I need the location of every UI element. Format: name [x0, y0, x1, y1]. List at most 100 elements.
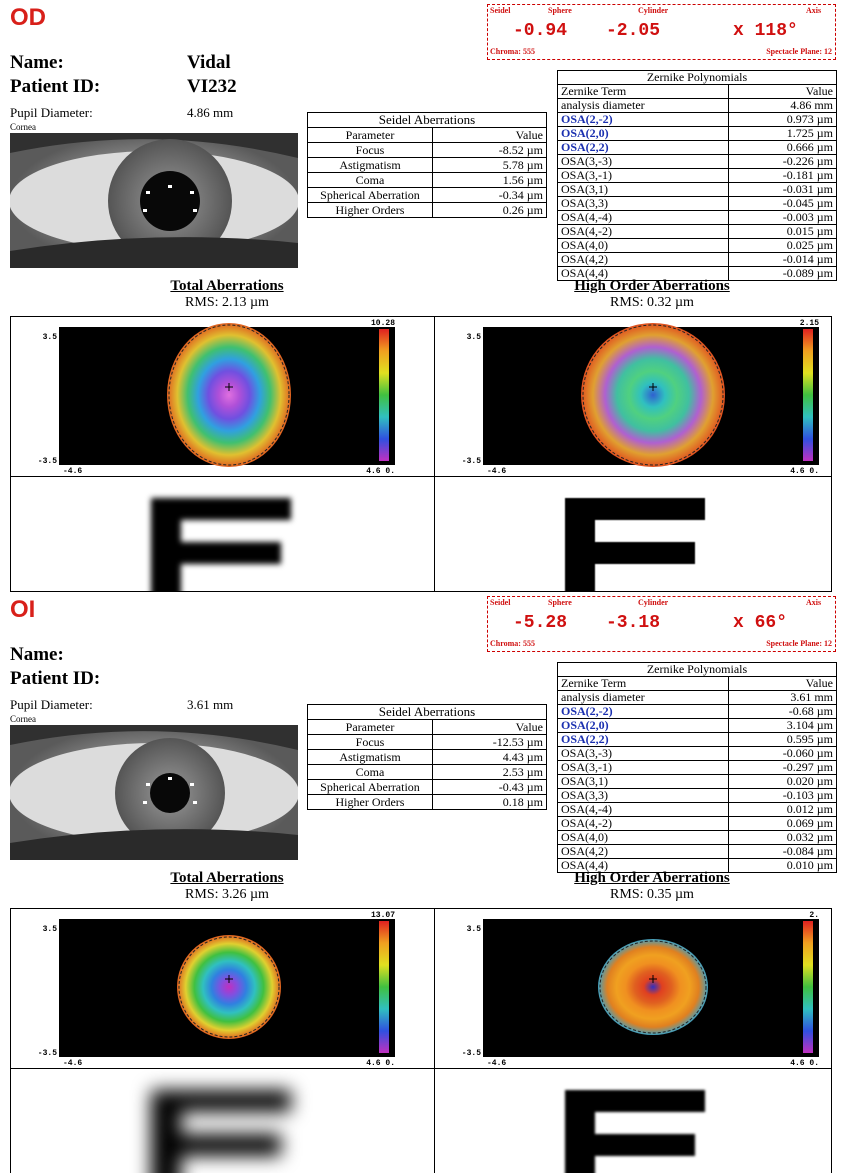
seidel-parameter: Focus — [308, 735, 433, 750]
panel-divider — [10, 1068, 832, 1069]
refraction-label: Axis — [806, 598, 821, 607]
table-row: Higher Orders0.18 µm — [308, 795, 547, 810]
table-header: Value — [433, 720, 547, 735]
zernike-term: OSA(4,-4) — [558, 803, 729, 817]
zernike-term: OSA(3,1) — [558, 183, 729, 197]
refraction-label: Seidel — [490, 598, 510, 607]
letter-e — [151, 498, 291, 591]
table-header: Value — [433, 128, 547, 143]
table-row: Coma2.53 µm — [308, 765, 547, 780]
simulated-e — [435, 478, 842, 591]
table-row: OSA(2,-2)-0.68 µm — [558, 705, 837, 719]
table-row: OSA(3,-3)-0.226 µm — [558, 155, 837, 169]
aberration-blob — [598, 939, 708, 1035]
table-row: Zernike Polynomials — [558, 663, 837, 677]
table-row: Higher Orders0.26 µm — [308, 203, 547, 218]
y-top-label: 3.5 — [43, 925, 58, 934]
reflection — [143, 209, 147, 212]
zernike-term: OSA(2,0) — [558, 719, 729, 733]
seidel-parameter: Focus — [308, 143, 433, 158]
zernike-term: analysis diameter — [558, 99, 729, 113]
table-header: Zernike Term — [558, 85, 729, 99]
table-row: OSA(3,-1)-0.181 µm — [558, 169, 837, 183]
zernike-term: OSA(3,-3) — [558, 155, 729, 169]
seidel-value: -0.34 µm — [433, 188, 547, 203]
seidel-parameter: Spherical Aberration — [308, 780, 433, 795]
y-bottom-label: -3.5 — [462, 457, 481, 466]
chroma-label: Chroma: 555 — [490, 639, 535, 648]
patient-id-label: Patient ID: — [10, 668, 100, 690]
panel-divider — [10, 476, 832, 477]
zernike-term: OSA(4,-4) — [558, 211, 729, 225]
refraction-label: Axis — [806, 6, 821, 15]
refraction-value: -2.05 — [606, 21, 660, 41]
seidel-parameter: Astigmatism — [308, 158, 433, 173]
simulated-e — [11, 478, 433, 591]
simulated-e — [435, 1070, 842, 1173]
x-right-label: 4.6 0. — [366, 467, 395, 475]
eye-label: OD — [10, 4, 46, 32]
seidel-parameter: Spherical Aberration — [308, 188, 433, 203]
map-title: High Order Aberrations — [502, 278, 802, 295]
reflection — [146, 191, 150, 194]
e-bar — [565, 498, 705, 520]
map-rms: RMS: 0.32 µm — [502, 295, 802, 311]
pupil-label: Pupil Diameter: — [10, 105, 93, 121]
map-title: High Order Aberrations — [502, 870, 802, 887]
photo-label: Cornea — [10, 122, 36, 132]
name-label: Name: — [10, 644, 64, 666]
reflection — [168, 777, 172, 780]
name-label: Name: — [10, 52, 64, 74]
seidel-parameter: Higher Orders — [308, 203, 433, 218]
table-row: Focus-12.53 µm — [308, 735, 547, 750]
table-row: OSA(4,-2)0.069 µm — [558, 817, 837, 831]
table-title: Seidel Aberrations — [308, 705, 547, 720]
zernike-value: 0.020 µm — [728, 775, 836, 789]
zernike-value: -0.68 µm — [728, 705, 836, 719]
reflection — [143, 801, 147, 804]
zernike-term: OSA(4,2) — [558, 845, 729, 859]
table-title: Zernike Polynomials — [558, 663, 837, 677]
letter-e — [565, 1090, 705, 1173]
table-row: OSA(3,1)0.020 µm — [558, 775, 837, 789]
patient-name: Vidal — [187, 52, 231, 74]
refraction-label: Sphere — [548, 598, 572, 607]
map-rms: RMS: 2.13 µm — [77, 295, 377, 311]
zernike-term: OSA(3,-1) — [558, 169, 729, 183]
zernike-term: analysis diameter — [558, 691, 729, 705]
letter-e — [151, 1090, 291, 1173]
refraction-value: -5.28 — [513, 613, 567, 633]
zernike-value: -0.060 µm — [728, 747, 836, 761]
zernike-term: OSA(3,3) — [558, 789, 729, 803]
patient-id-label: Patient ID: — [10, 76, 100, 98]
table-row: OSA(2,2)0.595 µm — [558, 733, 837, 747]
x-right-label: 4.6 0. — [790, 467, 819, 475]
x-right-label: 4.6 0. — [790, 1059, 819, 1067]
colorbar — [803, 921, 813, 1053]
table-row: OSA(2,2)0.666 µm — [558, 141, 837, 155]
e-bar — [565, 542, 695, 564]
colorbar — [379, 329, 389, 461]
table-row: OSA(4,0)0.032 µm — [558, 831, 837, 845]
simulated-e — [11, 1070, 433, 1173]
table-row: OSA(3,3)-0.045 µm — [558, 197, 837, 211]
zernike-value: 0.015 µm — [728, 225, 836, 239]
x-left-label: -4.6 — [63, 467, 82, 475]
y-top-label: 3.5 — [43, 333, 58, 342]
pupil-diameter: 4.86 mm — [187, 105, 233, 121]
zernike-term: OSA(2,-2) — [558, 113, 729, 127]
table-row: OSA(4,-2)0.015 µm — [558, 225, 837, 239]
table-header: Zernike Term — [558, 677, 729, 691]
reflection — [193, 801, 197, 804]
zernike-table: Zernike PolynomialsZernike TermValueanal… — [557, 70, 837, 281]
table-row: OSA(2,0)3.104 µm — [558, 719, 837, 733]
zernike-term: OSA(4,0) — [558, 831, 729, 845]
wavefront-map: 3.5-3.5-4.64.6 0.2. — [435, 909, 842, 1067]
table-header: Parameter — [308, 720, 433, 735]
patient-id: VI232 — [187, 76, 237, 98]
letter-e — [565, 498, 705, 591]
table-row: Astigmatism4.43 µm — [308, 750, 547, 765]
e-bar — [565, 1090, 705, 1112]
